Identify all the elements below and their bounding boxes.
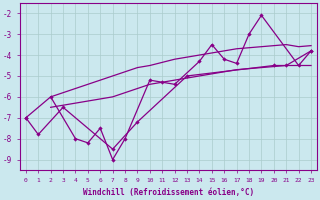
X-axis label: Windchill (Refroidissement éolien,°C): Windchill (Refroidissement éolien,°C): [83, 188, 254, 197]
